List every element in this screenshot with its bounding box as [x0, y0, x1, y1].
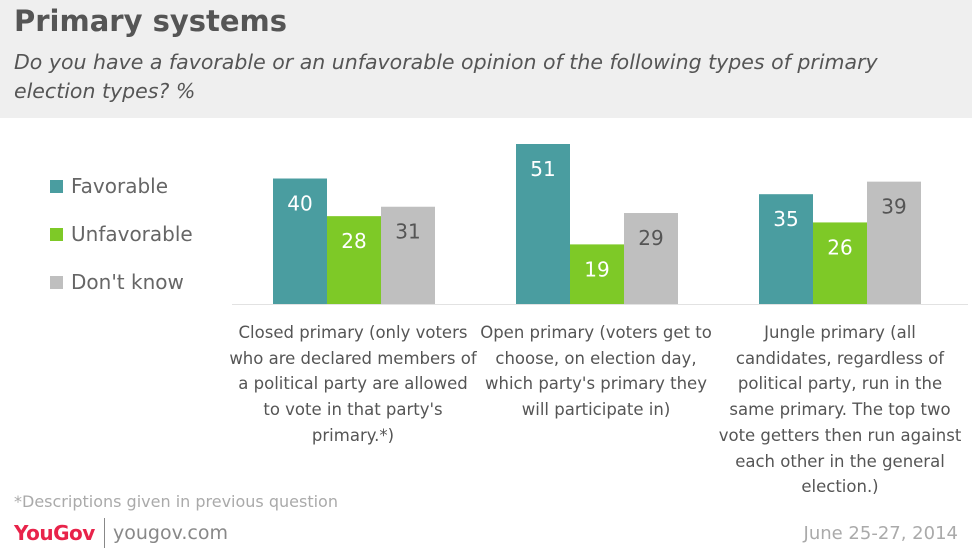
footnote: *Descriptions given in previous question: [14, 492, 338, 511]
data-label-open-favorable: 51: [530, 157, 555, 181]
bar-closed-dont-know: [381, 206, 435, 304]
bar-open-dont-know: [624, 213, 678, 304]
header-band: [0, 0, 972, 118]
survey-date: June 25-27, 2014: [803, 523, 958, 544]
chart-title: Primary systems: [14, 4, 288, 38]
legend-label-unfavorable: Unfavorable: [71, 222, 193, 246]
data-label-closed-favorable: 40: [287, 192, 312, 216]
category-label-closed: Closed primary (only voters who are decl…: [229, 323, 477, 445]
bar-closed-unfavorable: [327, 216, 381, 304]
data-label-closed-dont-know: 31: [395, 220, 420, 244]
legend-swatch-favorable: [50, 179, 63, 193]
bar-jungle-dont-know: [867, 181, 921, 304]
bar-jungle-unfavorable: [813, 222, 867, 304]
data-label-open-unfavorable: 19: [584, 257, 609, 281]
yougov-logo: YouGov: [14, 521, 95, 545]
legend-swatch-dont-know: [50, 275, 63, 289]
category-label-open: Open primary (voters get to choose, on e…: [480, 323, 712, 420]
legend-swatch-unfavorable: [50, 227, 63, 241]
bar-open-favorable: [516, 144, 570, 304]
bar-closed-favorable: [273, 178, 327, 304]
legend-item-unfavorable: Unfavorable: [50, 222, 193, 246]
site-link[interactable]: yougov.com: [113, 522, 228, 544]
data-label-jungle-unfavorable: 26: [827, 235, 852, 259]
data-label-closed-unfavorable: 28: [341, 229, 366, 253]
legend-label-dont-know: Don't know: [71, 270, 184, 294]
logo-divider: [104, 518, 105, 548]
chart-subtitle: Do you have a favorable or an unfavorabl…: [14, 50, 878, 103]
data-label-jungle-favorable: 35: [773, 207, 798, 231]
legend-label-favorable: Favorable: [71, 174, 169, 198]
bar-jungle-favorable: [759, 194, 813, 304]
data-label-open-dont-know: 29: [638, 226, 663, 250]
data-label-jungle-dont-know: 39: [881, 195, 906, 219]
legend-item-favorable: Favorable: [50, 174, 168, 198]
legend-item-dont-know: Don't know: [50, 270, 184, 294]
category-label-jungle: Jungle primary (all candidates, regardle…: [718, 323, 962, 497]
bar-open-unfavorable: [570, 244, 624, 304]
